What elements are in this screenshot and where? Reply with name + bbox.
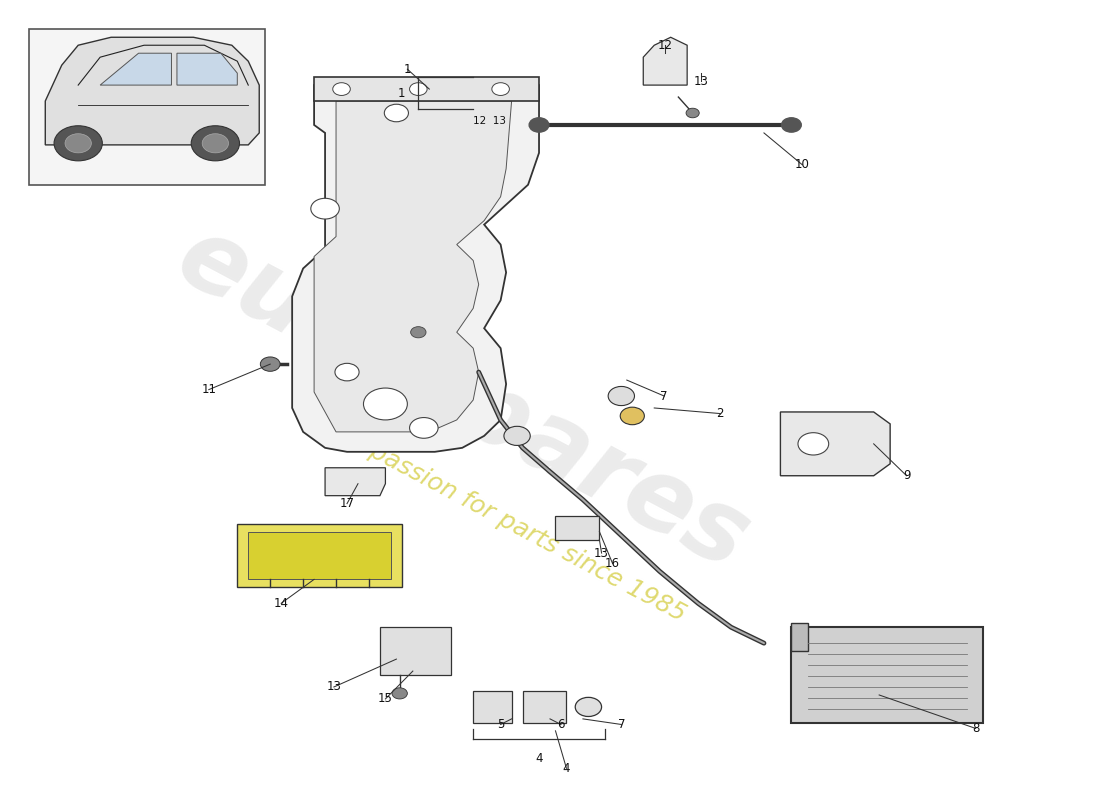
Text: 4: 4 [536,752,542,766]
Polygon shape [791,627,983,723]
Circle shape [781,118,801,132]
Text: 7: 7 [617,718,625,731]
Circle shape [332,82,350,95]
Circle shape [410,326,426,338]
Circle shape [202,134,229,153]
Polygon shape [100,54,172,85]
Text: 4: 4 [563,762,570,775]
Text: 12  13: 12 13 [473,116,506,126]
Circle shape [529,118,549,132]
Circle shape [798,433,828,455]
Polygon shape [780,412,890,476]
Text: 9: 9 [903,470,911,482]
Text: 13: 13 [594,546,609,559]
Polygon shape [556,515,600,539]
Text: 11: 11 [201,383,217,396]
Polygon shape [315,77,539,101]
Circle shape [334,363,359,381]
Circle shape [608,386,635,406]
Circle shape [384,104,408,122]
Polygon shape [249,531,390,579]
Polygon shape [45,38,260,145]
Polygon shape [177,54,238,85]
Polygon shape [315,101,512,432]
Circle shape [575,698,602,717]
Circle shape [504,426,530,446]
Text: 13: 13 [327,681,341,694]
Text: 2: 2 [716,407,724,420]
Text: 5: 5 [497,718,504,731]
Text: 6: 6 [558,718,564,731]
Polygon shape [326,468,385,496]
Circle shape [620,407,645,425]
Circle shape [363,388,407,420]
Circle shape [311,198,339,219]
Text: 10: 10 [795,158,810,171]
Polygon shape [379,627,451,675]
Polygon shape [473,691,512,723]
Text: 8: 8 [972,722,979,735]
Text: 14: 14 [274,597,288,610]
Circle shape [686,108,700,118]
Text: 15: 15 [378,693,393,706]
Circle shape [409,418,438,438]
Text: eurospares: eurospares [161,209,764,591]
Text: 12: 12 [658,38,673,52]
Circle shape [191,126,240,161]
Circle shape [54,126,102,161]
Polygon shape [238,523,402,587]
Text: 17: 17 [340,497,354,510]
Text: a passion for parts since 1985: a passion for parts since 1985 [344,428,690,627]
Circle shape [409,82,427,95]
Text: 16: 16 [605,557,620,570]
Circle shape [65,134,91,153]
Circle shape [261,357,280,371]
Circle shape [392,688,407,699]
Polygon shape [791,623,807,651]
Circle shape [492,82,509,95]
Polygon shape [293,85,539,452]
Text: 13: 13 [694,74,708,88]
Text: 1: 1 [398,86,406,99]
Polygon shape [522,691,566,723]
Polygon shape [644,38,688,85]
Text: 7: 7 [660,390,668,402]
Text: 1: 1 [404,62,411,76]
FancyBboxPatch shape [29,30,265,185]
